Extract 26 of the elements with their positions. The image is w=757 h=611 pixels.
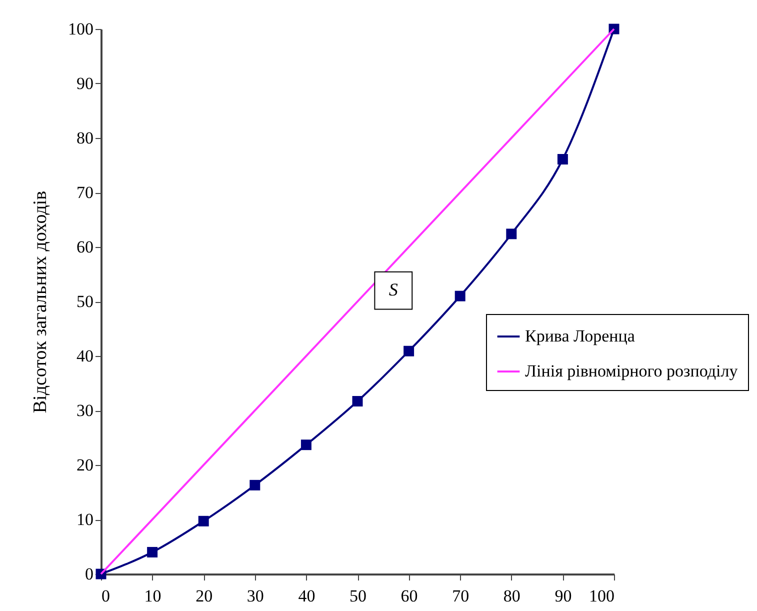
- y-axis-title: Відсоток загальних доходів: [30, 190, 51, 414]
- annotation: S: [388, 280, 398, 300]
- y-tick-label: 60: [76, 238, 94, 256]
- x-tick-label: 80: [503, 586, 520, 606]
- y-tick-label: 10: [76, 510, 94, 529]
- y-tick-label: 40: [76, 346, 94, 366]
- y-tick-label: 0: [85, 564, 94, 584]
- x-tick-label: 40: [298, 586, 316, 606]
- x-tick-label: 10: [144, 586, 162, 606]
- x-tick-label: 0: [102, 586, 110, 606]
- x-tick-label: 60: [400, 586, 418, 606]
- x-tick-label: 30: [246, 586, 264, 606]
- y-tick-label: 30: [76, 401, 94, 420]
- x-tick-label: 100: [589, 586, 614, 606]
- y-tick-label: 70: [76, 183, 94, 202]
- y-tick-label: 50: [76, 292, 94, 311]
- y-tick-label: 90: [76, 74, 94, 93]
- x-tick-label: 90: [554, 586, 572, 606]
- y-tick-label: 100: [68, 20, 94, 38]
- x-tick-label: 70: [452, 586, 470, 606]
- legend-label: Крива Лоренца: [525, 326, 636, 346]
- y-tick-label: 80: [76, 128, 94, 148]
- y-tick-label: 20: [76, 456, 94, 474]
- legend-label: Лінія рівномірного розподілу: [525, 362, 738, 380]
- x-tick-label: 20: [196, 586, 213, 606]
- x-tick-label: 50: [350, 586, 366, 606]
